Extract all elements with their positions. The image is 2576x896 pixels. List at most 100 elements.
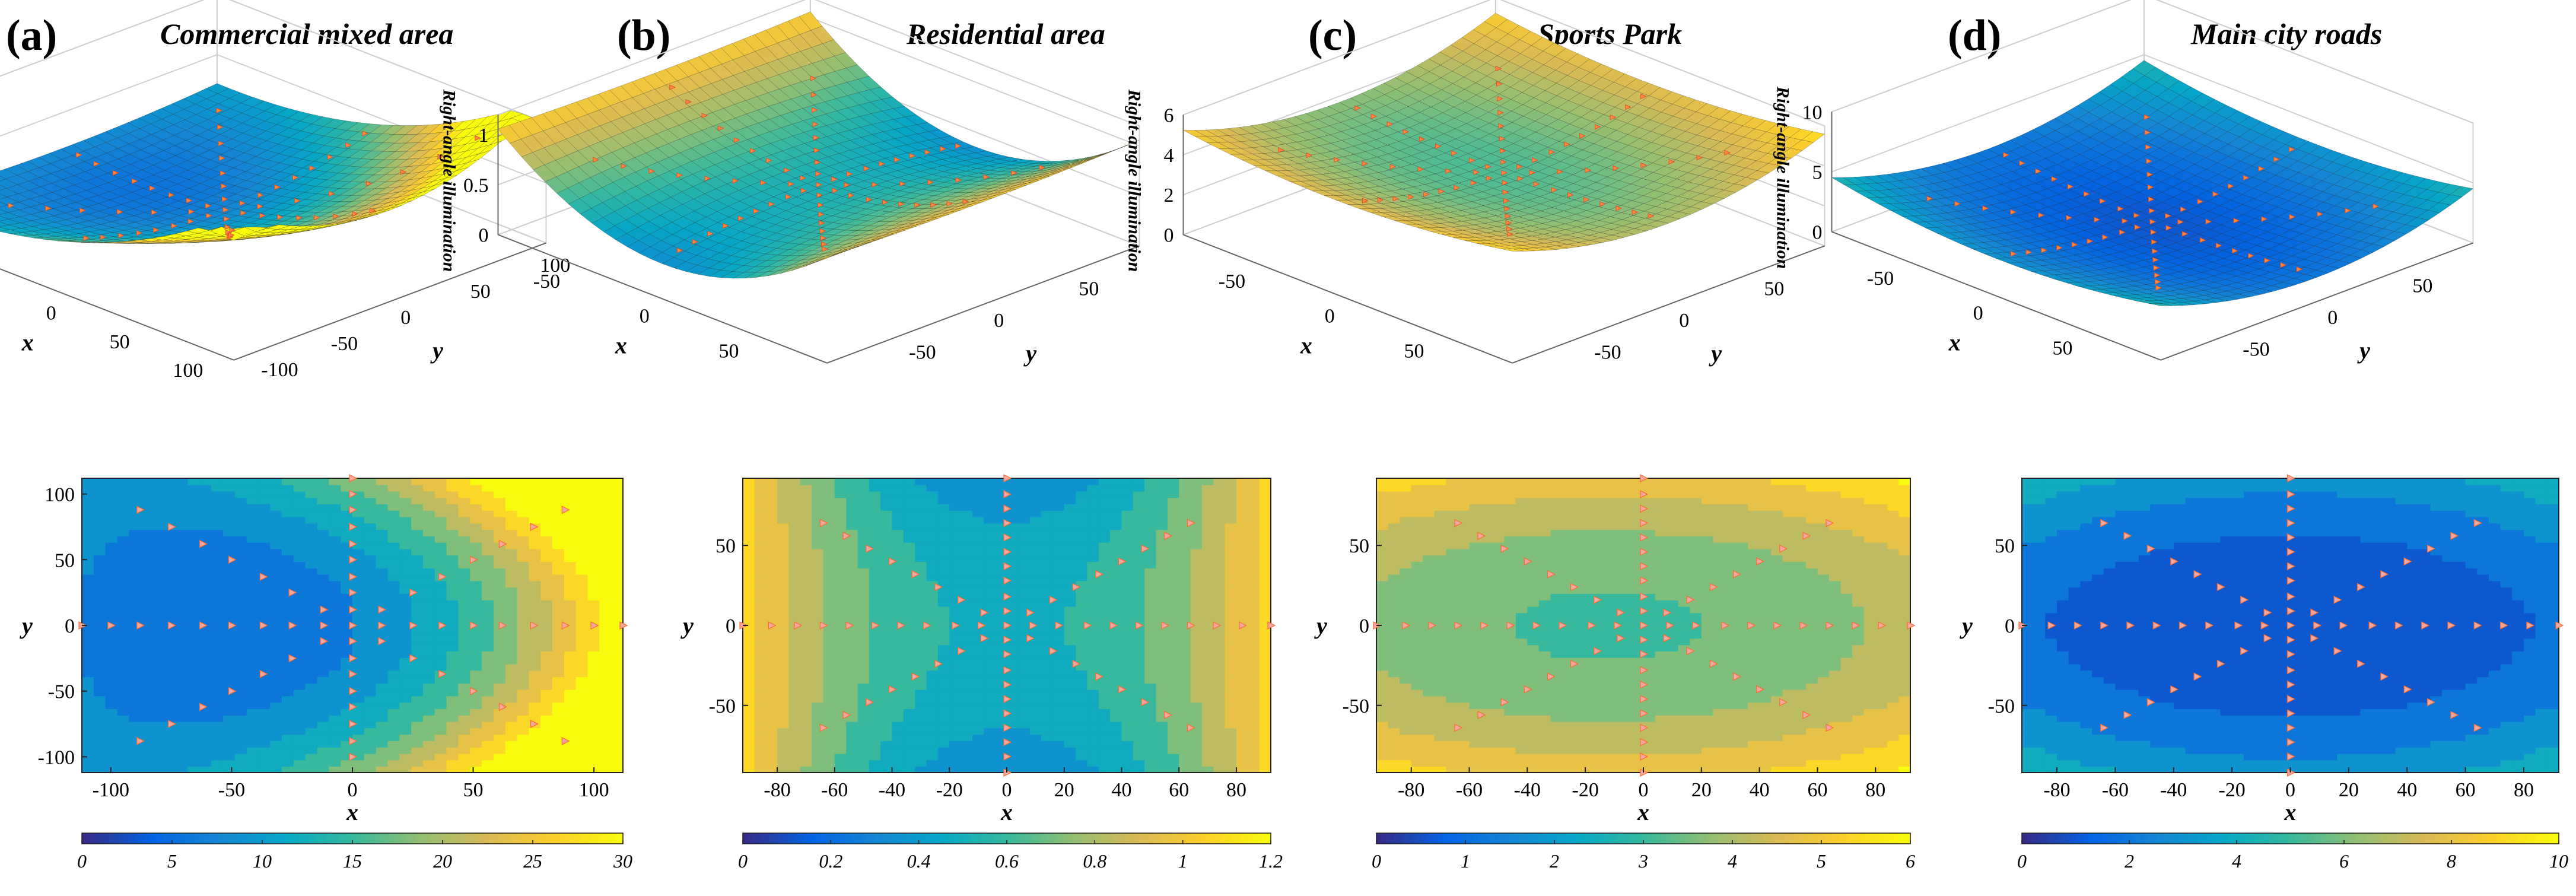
contour-cell: [564, 683, 577, 690]
contour-cell: [187, 599, 200, 607]
contour-cell: [164, 727, 177, 735]
contour-cell: [529, 657, 541, 665]
contour-cell: [282, 746, 294, 754]
contour-cell: [199, 599, 212, 607]
contour-cell: [93, 504, 106, 511]
contour-cell: [246, 689, 259, 697]
surface-x-tick: 100: [173, 360, 203, 382]
contour-cell: [187, 555, 200, 562]
contour-cell: [423, 760, 435, 767]
contour-cell: [293, 555, 306, 562]
contour-cell: [587, 574, 600, 582]
contour-cell: [564, 619, 577, 626]
contour-cell: [82, 708, 94, 716]
contour-cell: [234, 606, 247, 614]
contour-cell: [141, 491, 153, 498]
surface-sample-point: [816, 192, 823, 198]
contour-cell: [352, 561, 365, 568]
contour-cell: [423, 612, 435, 619]
contour-cell: [211, 612, 224, 619]
contour-cell: [505, 631, 518, 639]
contour-cell: [812, 548, 824, 556]
contour-cell: [552, 631, 565, 639]
contour-cell: [880, 631, 893, 639]
contour-cell: [743, 689, 755, 697]
contour-cell: [892, 555, 904, 562]
contour-cell: [305, 548, 318, 556]
contour-cell: [222, 497, 236, 504]
contour-cell: [411, 741, 424, 748]
contour-cell: [199, 676, 212, 684]
contour-cell: [246, 568, 259, 575]
contour-cell: [482, 734, 494, 741]
contour-cell: [329, 753, 341, 761]
contour-cell: [187, 580, 200, 588]
contour-cell: [599, 638, 612, 646]
contour-cell: [915, 491, 927, 498]
contour-cell: [141, 516, 153, 524]
contour-cell: [949, 568, 962, 575]
contour-cell: [869, 625, 881, 633]
contour-cell: [493, 504, 506, 511]
contour-cell: [552, 625, 565, 633]
contour-cell: [529, 631, 541, 639]
contour-cell: [552, 548, 565, 556]
contour-cell: [857, 746, 870, 754]
contour-cell: [505, 741, 518, 748]
surface-z-tick: 0.5: [463, 174, 489, 196]
contour-cell: [800, 625, 812, 633]
contour-cell: [317, 580, 330, 588]
contour-cell: [482, 484, 494, 492]
contour-cell: [812, 746, 824, 754]
contour-cell: [352, 555, 365, 562]
contour-cell: [482, 491, 494, 498]
contour-cell: [234, 644, 247, 652]
contour-cell: [234, 504, 247, 511]
contour-cell: [246, 561, 259, 568]
surface-sample-point: [914, 202, 921, 208]
contour-cell: [187, 753, 200, 761]
contour-cell: [926, 548, 939, 556]
contour-cell: [857, 497, 870, 504]
contour-cell: [587, 536, 600, 543]
contour-cell: [305, 631, 318, 639]
contour-cell: [961, 561, 973, 568]
contour-cell: [540, 510, 553, 517]
contour-cell: [164, 683, 177, 690]
contour-cell: [352, 734, 365, 741]
contour-cell: [129, 612, 141, 619]
surface-sample-point: [228, 232, 235, 238]
contour-cell: [846, 574, 858, 582]
contour-cell: [505, 683, 518, 690]
contour-cell: [611, 741, 624, 748]
contour-cell: [834, 721, 847, 729]
contour-cell: [222, 702, 236, 709]
contour-cell: [446, 727, 459, 735]
contour-cell: [341, 689, 353, 697]
contour-cell: [399, 689, 412, 697]
contour-cell: [765, 574, 778, 582]
contour-cell: [293, 638, 306, 646]
contour-cell: [458, 663, 470, 671]
surface-sample-point: [701, 113, 708, 119]
surface-y-label: y: [1023, 340, 1036, 367]
contour-cell: [599, 708, 612, 716]
contour-cell: [293, 683, 306, 690]
contour-cell: [949, 766, 962, 773]
contour-cell: [482, 708, 494, 716]
contour-cell: [788, 542, 801, 549]
contour-cell: [587, 721, 600, 729]
contour-cell: [82, 721, 94, 729]
contour-cell: [352, 478, 365, 485]
contour-cell: [564, 574, 577, 582]
contour-cell: [82, 651, 94, 658]
contour-cell: [765, 548, 778, 556]
contour-cell: [599, 746, 612, 754]
contour-cell: [754, 695, 767, 703]
surface-sample-point: [153, 227, 160, 233]
contour-cell: [926, 676, 939, 684]
contour-cell: [293, 568, 306, 575]
contour-cell: [493, 631, 506, 639]
contour-cell: [754, 593, 767, 600]
contour-cell: [937, 529, 950, 536]
